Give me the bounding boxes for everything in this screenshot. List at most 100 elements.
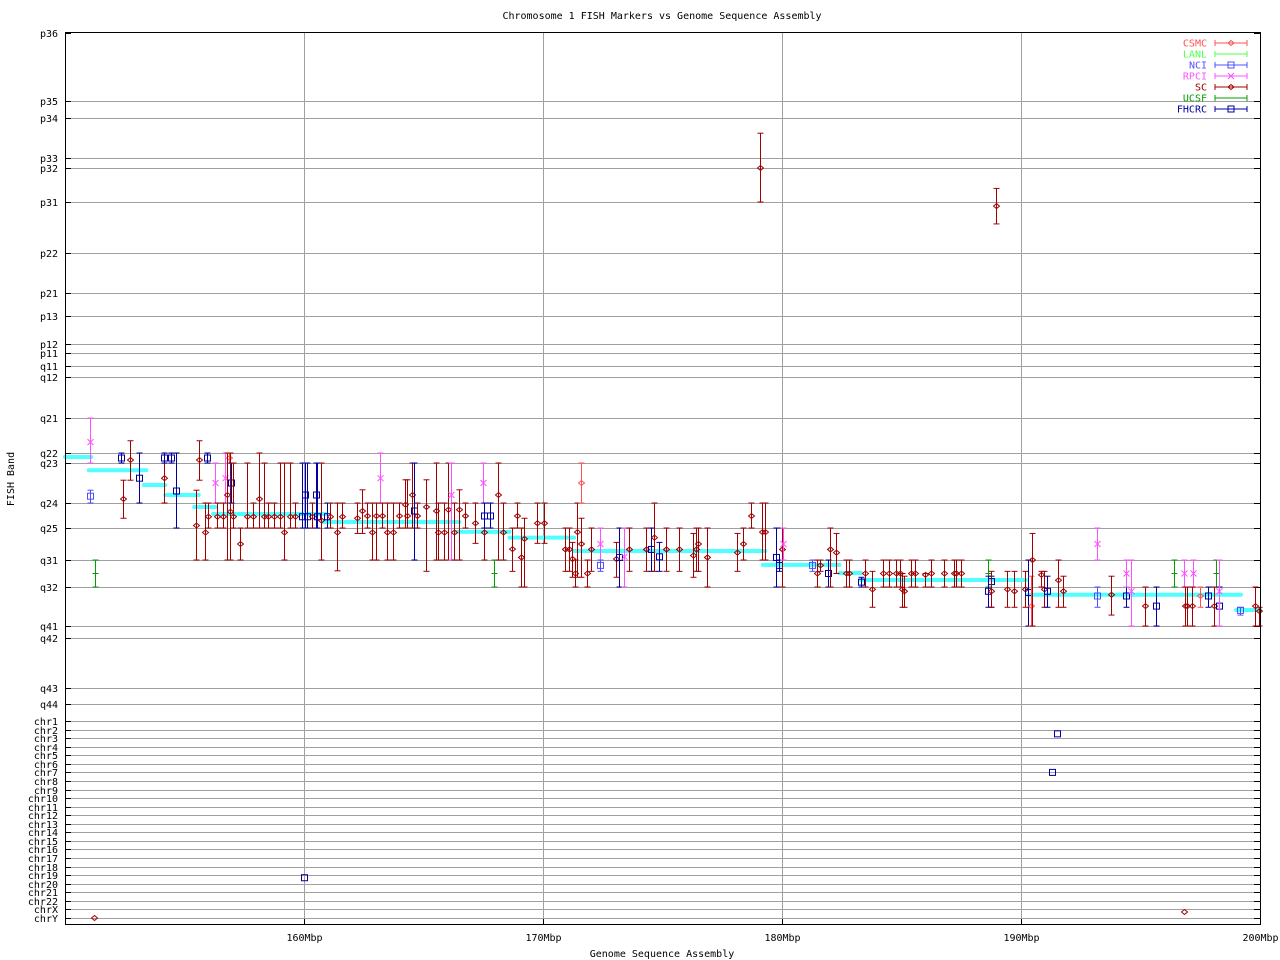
data-point-fhcrc — [1054, 730, 1061, 738]
diamond-marker — [577, 479, 586, 487]
diamond-marker — [378, 512, 387, 520]
diamond-marker — [987, 588, 996, 595]
diamond-marker — [992, 202, 1001, 210]
data-point-sc — [565, 527, 574, 572]
cross-marker — [597, 540, 604, 548]
diamond-marker — [422, 503, 431, 511]
square-marker — [173, 487, 180, 495]
diamond-marker — [471, 520, 480, 527]
diamond-marker — [907, 570, 916, 577]
data-point-sc — [868, 570, 877, 608]
data-point-sc — [927, 559, 936, 588]
square-marker — [313, 491, 320, 499]
data-point-csmc — [577, 462, 586, 504]
data-point-fhcrc — [302, 462, 309, 529]
diamond-marker — [408, 491, 417, 499]
data-point-sc — [900, 575, 909, 608]
legend-item-csmc: CSMC — [1183, 39, 1248, 50]
data-point-nci — [1094, 586, 1101, 608]
square-marker — [1153, 602, 1160, 610]
diamond-marker — [694, 540, 703, 548]
data-point-sc — [832, 532, 841, 574]
y-tick-label: chr4 — [34, 743, 58, 754]
diamond-marker — [1027, 602, 1036, 610]
legend-item-lanl: LANL — [1183, 50, 1248, 61]
y-tick-label: chr8 — [34, 777, 58, 788]
data-point-sc — [587, 527, 596, 572]
diamond-marker — [249, 513, 258, 520]
data-point-sc — [577, 517, 586, 578]
diamond-marker — [1227, 83, 1235, 91]
data-point-sc — [201, 502, 210, 561]
diamond-marker — [778, 546, 787, 553]
data-point-sc — [204, 502, 213, 529]
x-tick-label: 190Mbp — [1003, 933, 1039, 944]
diamond-marker — [389, 529, 398, 536]
data-point-rpci — [480, 462, 487, 504]
diamond-marker — [403, 512, 412, 520]
square-marker — [1227, 105, 1235, 113]
data-point-sc — [286, 462, 295, 529]
y-axis-label: FISH Band — [6, 452, 17, 506]
data-point-sc — [450, 502, 459, 561]
data-point-sc — [583, 559, 592, 588]
data-point-rpci — [377, 452, 384, 504]
data-point-sc — [249, 502, 258, 529]
square-marker — [809, 561, 816, 569]
diamond-marker — [363, 512, 372, 520]
square-marker — [487, 512, 494, 520]
data-point-sc — [383, 502, 392, 561]
data-point-rpci — [1094, 527, 1101, 561]
data-point-sc — [236, 527, 245, 561]
diamond-marker — [1251, 602, 1260, 610]
data-point-fhcrc — [136, 452, 143, 504]
diamond-marker — [494, 491, 503, 499]
data-point-rpci — [212, 462, 219, 504]
y-tick-label: chr5 — [34, 751, 58, 762]
y-tick-label: chr18 — [28, 863, 58, 874]
diamond-marker — [353, 515, 362, 522]
data-point-sc — [756, 132, 765, 203]
y-tick-label: q21 — [40, 414, 58, 425]
y-tick-label: q41 — [40, 622, 58, 633]
diamond-marker — [561, 546, 570, 553]
square-marker — [314, 513, 321, 521]
data-point-sc — [291, 502, 300, 529]
y-tick-label: chr2 — [34, 726, 58, 737]
data-point-sc — [494, 462, 503, 561]
y-tick-label: chr19 — [28, 871, 58, 882]
diamond-marker — [499, 529, 508, 536]
y-tick-label: chr11 — [28, 803, 58, 814]
diamond-marker — [508, 545, 517, 553]
diamond-marker — [308, 513, 317, 520]
diamond-marker — [229, 513, 238, 520]
diamond-marker — [291, 513, 300, 520]
diamond-marker — [533, 520, 542, 527]
diamond-marker — [126, 456, 135, 464]
data-point-sc — [1010, 570, 1019, 608]
square-marker — [597, 561, 604, 569]
diamond-marker — [927, 570, 936, 577]
data-point-sc — [879, 559, 888, 588]
diamond-marker — [885, 570, 894, 577]
data-point-sc — [845, 559, 854, 588]
diamond-marker — [568, 555, 577, 563]
data-point-rpci — [621, 527, 628, 588]
diamond-marker — [90, 914, 99, 922]
square-marker — [1054, 730, 1061, 738]
diamond-marker — [571, 570, 580, 577]
data-point-fhcrc — [1205, 586, 1212, 608]
y-tick-label: chr14 — [28, 828, 58, 839]
diamond-marker — [204, 513, 213, 520]
data-point-fhcrc — [1044, 575, 1051, 608]
diamond-marker — [642, 546, 651, 553]
data-point-sc — [317, 462, 326, 561]
y-tick-label: q44 — [40, 700, 58, 711]
square-marker — [304, 513, 311, 521]
data-point-rpci — [1181, 559, 1188, 588]
diamond-marker — [455, 506, 464, 513]
data-point-sc — [992, 187, 1001, 225]
square-marker — [656, 553, 663, 561]
